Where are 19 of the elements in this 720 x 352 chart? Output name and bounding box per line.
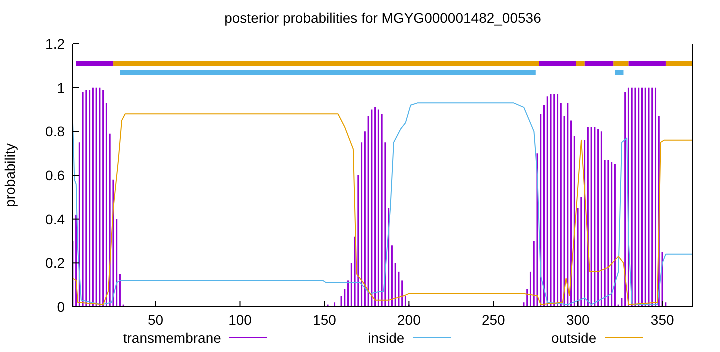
y-axis-title: probability <box>2 144 18 208</box>
x-tick-label: 300 <box>566 312 590 328</box>
legend-label: transmembrane <box>123 330 222 346</box>
y-tick-label: 0.4 <box>46 211 66 228</box>
chart-title: posterior probabilities for MGYG000001482_00536 <box>224 10 542 26</box>
y-tick-label: 1.2 <box>46 36 66 52</box>
y-tick-label: 0.6 <box>46 167 66 184</box>
x-tick-label: 350 <box>650 312 674 328</box>
legend-label: inside <box>368 330 405 346</box>
y-tick-label: 0 <box>57 298 66 315</box>
y-tick-label: 0.8 <box>46 124 66 140</box>
legend-label: outside <box>551 330 597 346</box>
y-tick-label: 0.2 <box>46 255 66 272</box>
x-tick-label: 50 <box>148 312 164 328</box>
y-tick-label: 1 <box>57 80 66 96</box>
x-tick-label: 200 <box>398 312 422 328</box>
x-tick-label: 150 <box>313 312 337 328</box>
x-tick-label: 250 <box>482 312 506 328</box>
x-tick-label: 100 <box>228 312 252 328</box>
